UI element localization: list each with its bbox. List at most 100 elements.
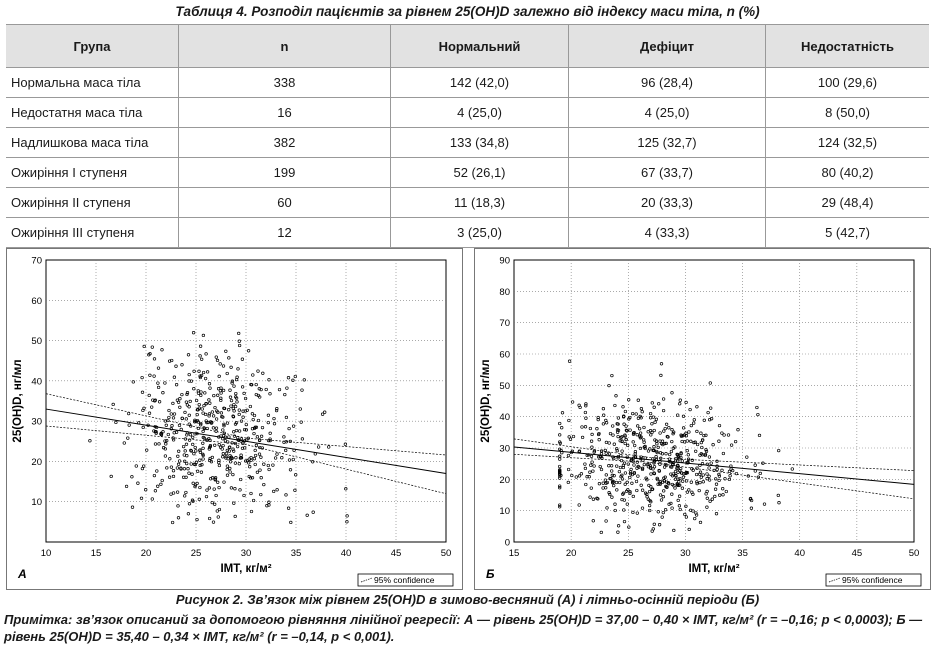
chart-a-y-tick-label: 10	[31, 497, 42, 508]
chart-a-data-point	[140, 466, 145, 471]
chart-b-data-point	[676, 477, 680, 481]
chart-a-data-point	[291, 457, 295, 462]
chart-a-data-point	[216, 480, 220, 484]
chart-a-data-point	[232, 501, 236, 505]
chart-a-data-point	[209, 460, 214, 464]
chart-a-data-point	[183, 494, 187, 498]
chart-b-data-point	[654, 417, 659, 421]
chart-b-data-point	[635, 488, 639, 493]
chart-b-data-point	[640, 467, 645, 472]
chart-b-data-point	[652, 428, 656, 433]
chart-b-data-point	[727, 477, 732, 482]
chart-a-data-point	[207, 412, 212, 416]
chart-b-data-point	[698, 470, 703, 474]
chart-a-data-point	[204, 352, 208, 356]
chart-b-data-point	[583, 410, 588, 415]
chart-b-data-point	[605, 506, 609, 510]
chart-a-data-point	[293, 488, 297, 492]
chart-a-data-point	[268, 392, 272, 396]
chart-a-data-point	[184, 442, 189, 446]
chart-b-data-point	[599, 530, 603, 535]
chart-b-data-point	[678, 402, 682, 406]
chart-a-data-point	[130, 505, 135, 509]
chart-b-data-point	[656, 477, 660, 482]
chart-b-data-point	[679, 467, 683, 471]
chart-a-data-point	[145, 448, 149, 452]
chart-a-data-point	[216, 393, 220, 397]
chart-a-data-point	[227, 449, 231, 453]
chart-b-data-point	[665, 434, 669, 439]
chart-a-data-point	[164, 442, 168, 446]
chart-a-data-point	[201, 429, 205, 434]
chart-a-data-point	[180, 416, 184, 421]
chart-a-data-point	[197, 497, 201, 501]
chart-b-data-point	[664, 452, 668, 456]
chart-a-data-point	[217, 460, 221, 465]
chart-a-data-point	[268, 438, 272, 443]
chart-b-data-point	[635, 460, 639, 464]
chart-b-data-point	[618, 465, 623, 470]
chart-b-confidence-lower	[513, 453, 915, 500]
chart-a-data-point	[172, 412, 177, 416]
chart-b-data-point	[588, 470, 592, 474]
chart-b-data-point	[709, 461, 713, 465]
table-row: Ожиріння II ступеня 60 11 (18,3) 20 (33,…	[6, 187, 929, 218]
chart-a-data-point	[345, 520, 349, 524]
chart-a-data-point	[213, 502, 217, 506]
chart-b-data-point	[706, 410, 710, 415]
chart-b-data-point	[596, 432, 601, 437]
scatter-chart-a: 10 15 20 25 30 35 40 45 50 10 20 30 40 50 60 70 ІМТ, кг/…	[6, 248, 463, 590]
cell-insufficiency: 100 (29,6)	[765, 67, 929, 98]
chart-b-data-point	[655, 442, 659, 446]
cell-deficit: 4 (25,0)	[568, 97, 766, 128]
chart-a-data-point	[187, 379, 191, 383]
chart-a-data-point	[167, 415, 171, 420]
chart-a-data-point	[227, 356, 231, 360]
chart-b-data-point	[583, 425, 588, 429]
chart-b-data-point	[658, 439, 662, 443]
chart-b-data-point	[728, 474, 732, 478]
chart-b-data-point	[628, 472, 633, 476]
chart-a-data-point	[189, 449, 194, 453]
chart-b-data-point	[659, 373, 663, 378]
chart-b-legend-box	[825, 573, 922, 587]
chart-b-data-point	[559, 473, 563, 478]
chart-a-data-point	[258, 468, 262, 472]
chart-a-data-point	[136, 481, 140, 485]
chart-a-data-point	[193, 484, 197, 489]
chart-b-data-point	[595, 427, 599, 431]
chart-b-data-point	[736, 428, 740, 432]
chart-b-data-point	[726, 433, 731, 437]
chart-b-data-point	[693, 440, 697, 444]
chart-b-data-point	[650, 487, 654, 492]
chart-a-data-point	[260, 425, 265, 430]
chart-a-legend-swatch	[360, 577, 373, 583]
chart-a-x-tick-label: 30	[241, 548, 252, 559]
chart-b-data-point	[661, 495, 665, 499]
chart-b-data-point	[570, 400, 575, 404]
chart-b-y-tick-label: 50	[499, 381, 510, 392]
chart-a-data-point	[88, 439, 92, 443]
chart-b-data-point	[583, 466, 588, 471]
chart-a-data-point	[177, 449, 181, 453]
chart-b-data-point	[704, 448, 708, 452]
chart-a-data-point	[208, 401, 212, 405]
chart-a-data-point	[221, 452, 225, 456]
chart-b-panel-label: Б	[486, 567, 495, 581]
chart-a-data-point	[192, 387, 196, 391]
chart-b-y-tick-label: 90	[499, 256, 510, 267]
chart-a-data-point	[156, 366, 161, 370]
chart-b-data-point	[670, 492, 674, 496]
chart-b-data-point	[632, 463, 636, 467]
chart-b-data-point	[714, 477, 718, 481]
chart-a-data-point	[287, 426, 291, 431]
chart-b-data-point	[558, 503, 562, 507]
chart-b-data-point	[656, 510, 660, 514]
chart-a-data-point	[214, 417, 219, 421]
chart-a-data-point	[266, 463, 270, 468]
chart-b-data-point	[628, 475, 632, 480]
chart-b-data-point	[611, 455, 615, 459]
chart-a-data-point	[232, 409, 236, 413]
chart-b-y-tick-label: 60	[499, 350, 510, 361]
chart-b-data-point	[570, 473, 574, 478]
